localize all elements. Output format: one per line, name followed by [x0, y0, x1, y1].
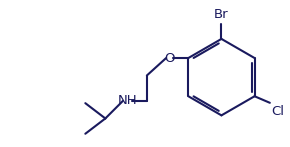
Text: Br: Br: [214, 8, 229, 21]
Text: NH: NH: [118, 95, 138, 107]
Text: Cl: Cl: [272, 105, 285, 118]
Text: O: O: [164, 52, 175, 65]
